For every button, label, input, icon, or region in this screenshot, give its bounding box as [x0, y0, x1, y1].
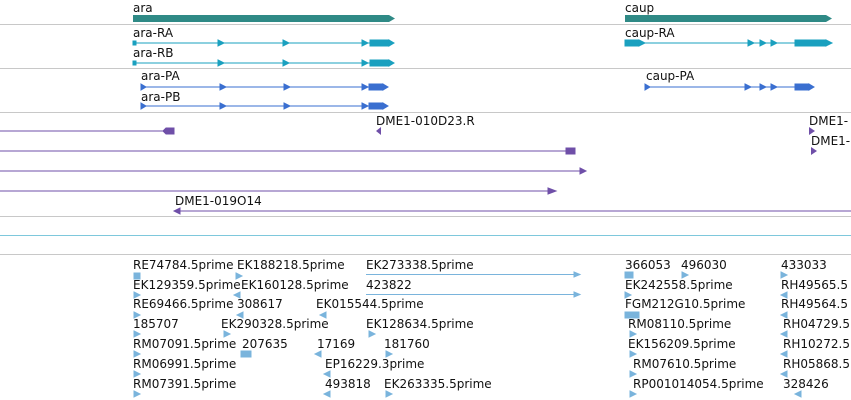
est-label: 185707 — [133, 317, 179, 331]
clone-line-4[interactable] — [0, 187, 558, 195]
transcript-ara-pb[interactable] — [140, 102, 389, 110]
clone-label-3: DME1- — [811, 134, 851, 148]
transcript-ara-pa[interactable] — [140, 83, 389, 91]
est-label: EK160128.5prime — [241, 278, 349, 292]
est-label: RM07610.5prime — [633, 357, 737, 371]
est-label: RH49564.5 — [781, 297, 848, 311]
clone-label-4: DME1-019O14 — [175, 194, 262, 208]
est-label: 181760 — [384, 337, 430, 351]
est-features[interactable] — [133, 271, 802, 398]
est-label: RE74784.5prime — [133, 258, 234, 272]
clone-line-2[interactable] — [0, 147, 576, 155]
est-label: EK188218.5prime — [237, 258, 345, 272]
est-label: RP001014054.5prime — [633, 377, 764, 391]
transcript-label-ara-rb: ara-RB — [133, 46, 174, 60]
est-label: 496030 — [681, 258, 727, 272]
est-label: EK015544.5prime — [316, 297, 424, 311]
transcript-ara-ra[interactable] — [132, 39, 395, 47]
gene-bar-caup[interactable] — [625, 15, 832, 22]
track-separators — [0, 24, 851, 255]
est-label: 308617 — [237, 297, 283, 311]
est-label: 207635 — [242, 337, 288, 351]
transcript-caup-pa[interactable] — [644, 83, 815, 91]
est-label: EK128634.5prime — [366, 317, 474, 331]
transcript-caup-ra[interactable] — [624, 39, 834, 47]
transcript-ara-rb[interactable] — [132, 59, 395, 67]
transcript-label-caup-pa: caup-PA — [646, 69, 695, 83]
est-label: EK129359.5prime — [133, 278, 241, 292]
est-label: 423822 — [366, 278, 412, 292]
clone-line-1[interactable] — [0, 127, 175, 135]
transcript-label-ara-pb: ara-PB — [141, 90, 181, 104]
est-label: RH49565.5 — [781, 278, 848, 292]
est-label: RM07091.5prime — [133, 337, 237, 351]
est-label: 328426 — [783, 377, 829, 391]
clone-2-marker[interactable] — [809, 127, 815, 135]
est-label: RM07391.5prime — [133, 377, 237, 391]
clone-label-2: DME1- — [809, 114, 849, 128]
est-label: EK273338.5prime — [366, 258, 474, 272]
gene-label-caup: caup — [625, 1, 655, 15]
clone-3-marker[interactable] — [811, 147, 817, 155]
est-label: EK290328.5prime — [221, 317, 329, 331]
est-label: EK263335.5prime — [384, 377, 492, 391]
est-label: RM08110.5prime — [628, 317, 732, 331]
est-label: RH10272.5 — [783, 337, 850, 351]
est-label: RM06991.5prime — [133, 357, 237, 371]
clone-line-5[interactable] — [172, 207, 851, 215]
est-label: EK156209.5prime — [628, 337, 736, 351]
est-label: 433033 — [781, 258, 827, 272]
clone-label-1: DME1-010D23.R — [376, 114, 475, 128]
est-label: 17169 — [317, 337, 356, 351]
transcript-label-ara-pa: ara-PA — [141, 69, 180, 83]
est-label: RH05868.5 — [783, 357, 850, 371]
est-label: EK242558.5prime — [625, 278, 733, 292]
gene-label-ara: ara — [133, 1, 153, 15]
est-label: EP16229.3prime — [325, 357, 425, 371]
est-label: RE69466.5prime — [133, 297, 234, 311]
transcript-label-caup-ra: caup-RA — [625, 26, 675, 40]
est-label: 366053 — [625, 258, 671, 272]
gene-bar-ara[interactable] — [133, 15, 395, 22]
transcript-label-ara-ra: ara-RA — [133, 26, 174, 40]
clone-1-marker[interactable] — [376, 127, 381, 135]
est-label: RH04729.5 — [783, 317, 850, 331]
clone-line-3[interactable] — [0, 167, 588, 175]
est-label: FGM212G10.5prime — [625, 297, 746, 311]
est-label: 493818 — [325, 377, 371, 391]
